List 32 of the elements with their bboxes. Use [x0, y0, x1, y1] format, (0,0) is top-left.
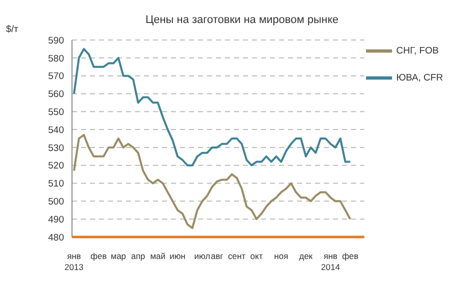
- y-tick-label: 490: [48, 214, 64, 226]
- y-axis-title: $/т: [6, 24, 18, 35]
- x-tick-label: янв 2014: [321, 251, 340, 272]
- y-tick-label: 520: [48, 160, 64, 172]
- x-tick-label: фев: [342, 251, 359, 261]
- x-tick-label: май: [150, 251, 166, 261]
- x-tick-label: авг: [210, 251, 224, 261]
- y-tick-label: 500: [48, 196, 64, 208]
- line-series: [73, 48, 352, 166]
- x-tick-label: июн: [170, 251, 186, 261]
- y-tick-label: 560: [48, 89, 64, 100]
- y-tick-label: 510: [48, 178, 64, 190]
- line-series: [73, 134, 352, 230]
- chart-title: Цены на заготовки на мировом рынке: [144, 14, 340, 26]
- y-tick-label: 480: [48, 232, 64, 244]
- y-tick-label: 540: [48, 124, 64, 136]
- legend-label: СНГ, FOB: [396, 46, 439, 57]
- y-tick-label: 530: [48, 142, 64, 154]
- x-tick-label: фев: [90, 251, 108, 261]
- x-tick-label: ноя: [274, 251, 289, 261]
- y-tick-label: 570: [48, 71, 64, 82]
- y-tick-label: 550: [48, 107, 64, 118]
- x-tick-label: апр: [131, 251, 146, 261]
- y-tick-label: 590: [48, 35, 64, 46]
- legend-label: ЮВА, CFR: [396, 72, 443, 84]
- x-tick-label: дек: [299, 251, 313, 261]
- x-tick-label: июл: [194, 251, 210, 261]
- x-tick-label: сент: [228, 251, 246, 261]
- x-tick-label: янв 2013: [64, 251, 84, 272]
- x-tick-label: окт: [250, 251, 263, 261]
- y-tick-label: 580: [48, 53, 64, 64]
- x-tick-label: мар: [110, 251, 126, 261]
